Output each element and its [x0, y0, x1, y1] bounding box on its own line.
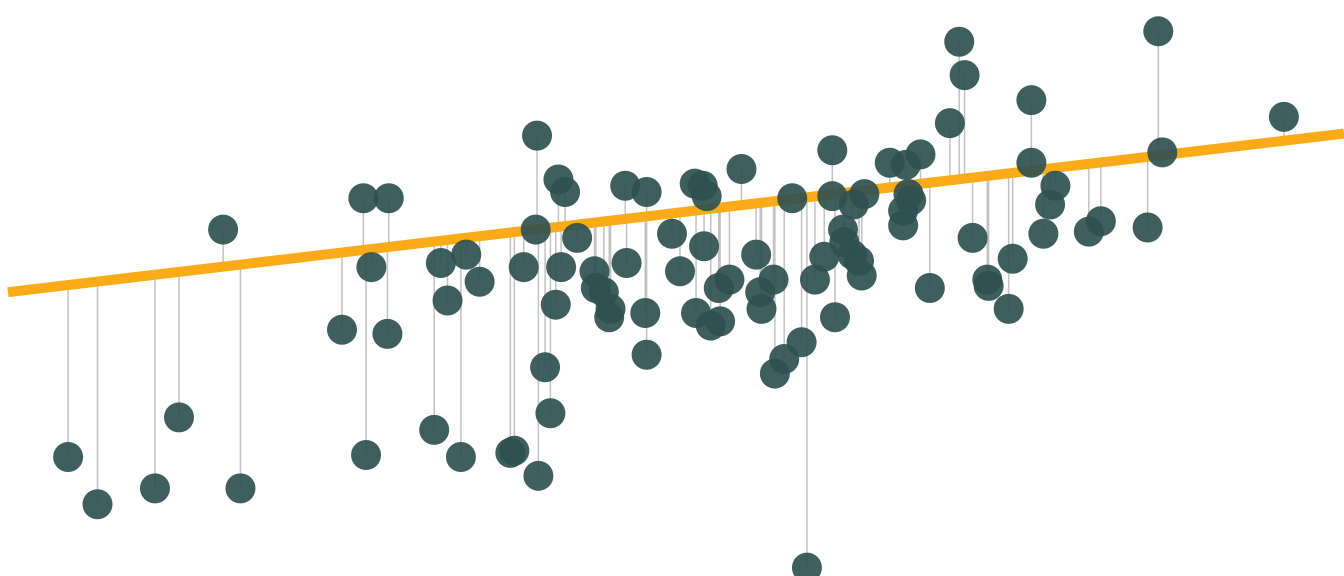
- data-point-79: [896, 185, 927, 216]
- data-point-9: [356, 252, 387, 283]
- data-point-51: [714, 264, 745, 295]
- data-point-14: [432, 285, 463, 316]
- data-point-73: [849, 179, 880, 210]
- data-point-0: [53, 442, 84, 473]
- data-point-22: [522, 120, 553, 151]
- data-point-2: [139, 473, 170, 504]
- data-point-100: [1268, 101, 1299, 132]
- data-point-66: [819, 302, 850, 333]
- data-point-56: [758, 264, 789, 295]
- data-point-85: [957, 222, 988, 253]
- data-point-40: [631, 177, 662, 207]
- data-point-30: [562, 222, 593, 253]
- data-point-21: [520, 214, 551, 245]
- data-point-24: [530, 352, 561, 383]
- regression-line: [7, 128, 1344, 298]
- data-point-97: [1132, 212, 1163, 243]
- data-point-16: [451, 239, 482, 270]
- data-point-91: [1016, 147, 1047, 178]
- data-point-25: [535, 398, 566, 429]
- data-point-1: [82, 489, 113, 520]
- data-point-99: [1147, 137, 1178, 168]
- data-point-87: [973, 270, 1004, 301]
- data-point-17: [464, 266, 495, 297]
- data-point-72: [846, 260, 877, 291]
- data-point-42: [665, 256, 696, 287]
- data-point-84: [949, 60, 980, 91]
- data-point-92: [1028, 218, 1059, 249]
- data-point-80: [905, 139, 936, 170]
- data-point-64: [817, 135, 848, 166]
- data-point-13: [425, 247, 456, 278]
- data-point-39: [631, 339, 662, 370]
- data-point-26: [540, 289, 571, 320]
- data-point-52: [726, 154, 757, 185]
- data-point-82: [934, 108, 965, 139]
- data-point-15: [445, 442, 476, 473]
- data-points: [53, 16, 1299, 576]
- data-point-55: [746, 293, 777, 324]
- data-point-96: [1085, 206, 1116, 237]
- data-point-37: [611, 247, 642, 278]
- data-point-19: [499, 435, 530, 466]
- data-point-5: [225, 473, 256, 504]
- data-point-10: [372, 318, 403, 349]
- data-point-98: [1143, 16, 1174, 47]
- data-point-38: [630, 298, 661, 329]
- data-point-8: [351, 439, 382, 470]
- data-point-3: [164, 402, 195, 433]
- data-point-76: [888, 210, 919, 241]
- data-point-59: [777, 183, 808, 214]
- data-point-28: [546, 252, 577, 283]
- data-point-50: [705, 306, 736, 337]
- data-point-62: [799, 264, 830, 295]
- data-point-88: [993, 293, 1024, 324]
- data-point-83: [944, 26, 975, 57]
- data-point-4: [208, 214, 239, 245]
- data-point-11: [373, 183, 404, 214]
- data-point-41: [656, 218, 687, 249]
- data-point-29: [550, 177, 581, 207]
- data-point-6: [327, 314, 357, 345]
- data-point-7: [348, 183, 379, 214]
- data-point-61: [791, 552, 822, 576]
- data-point-60: [786, 327, 817, 358]
- data-point-81: [914, 273, 945, 303]
- data-point-53: [741, 239, 772, 270]
- data-point-20: [508, 252, 539, 283]
- data-point-12: [419, 414, 450, 445]
- data-point-47: [691, 181, 722, 212]
- data-point-46: [689, 231, 720, 262]
- data-point-35: [595, 293, 626, 324]
- data-point-89: [997, 243, 1028, 274]
- data-point-94: [1040, 170, 1071, 201]
- data-point-90: [1016, 85, 1047, 116]
- data-point-23: [523, 460, 554, 491]
